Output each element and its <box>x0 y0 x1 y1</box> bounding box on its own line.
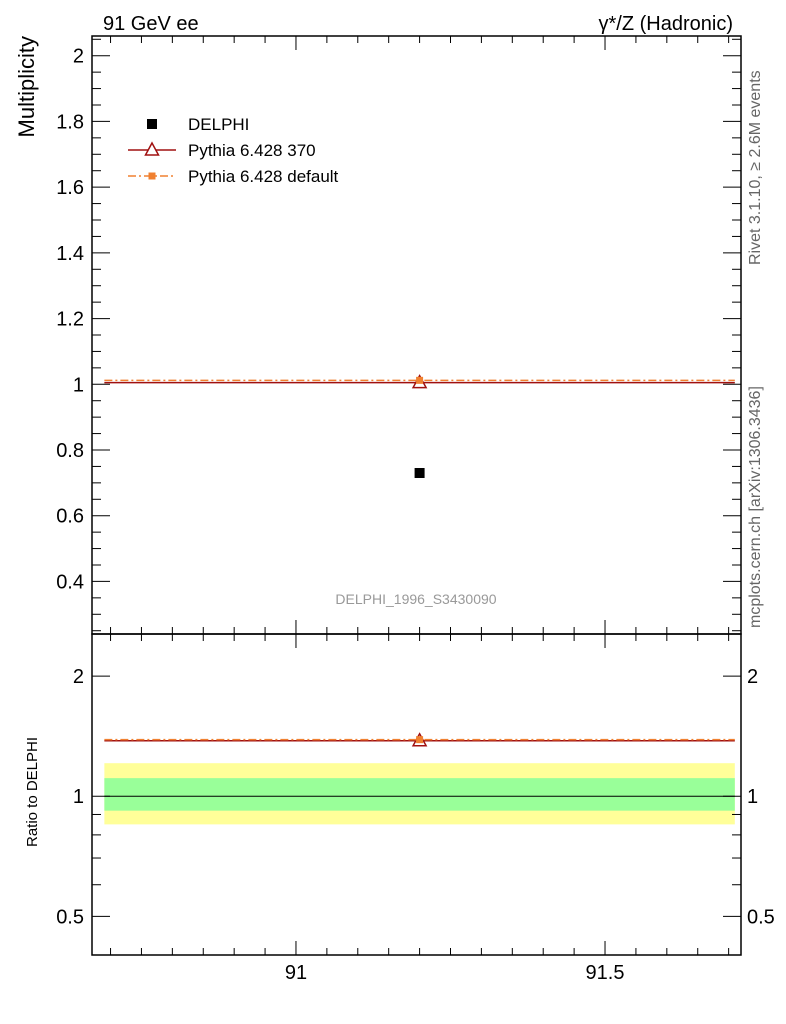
legend-marker-pythia-370 <box>144 141 160 156</box>
ratio-ylabel: Ratio to DELPHI <box>24 737 41 847</box>
ratio-ytick-label-right: 1 <box>747 786 758 808</box>
ratio-pythia-default-marker <box>416 736 424 744</box>
ratio-series-marks <box>104 732 735 747</box>
legend: DELPHI Pythia 6.428 370 Pythia 6.428 defau… <box>128 115 339 186</box>
pythia-default-marker <box>416 376 424 384</box>
analysis-watermark: DELPHI_1996_S3430090 <box>335 591 496 607</box>
main-ytick-label: 2 <box>73 46 84 68</box>
ratio-ytick-label-right: 2 <box>747 666 758 688</box>
main-series-marks <box>104 374 735 478</box>
ratio-uncertainty-bands <box>104 763 735 825</box>
legend-marker-delphi <box>147 119 157 129</box>
legend-label: Pythia 6.428 default <box>188 167 339 186</box>
ratio-ytick-label-left: 2 <box>73 666 84 688</box>
mcplots-reference-label: mcplots.cern.ch [arXiv:1306.3436] <box>747 386 764 628</box>
main-ytick-label: 0.8 <box>56 440 84 462</box>
ratio-band-stat-uncertainty <box>104 778 735 811</box>
main-ytick-label: 1.2 <box>56 309 84 331</box>
main-axis-ticks: 0.4 0.6 0.8 1 1.2 1.4 1.6 1.8 2 <box>56 36 741 634</box>
legend-label: Pythia 6.428 370 <box>188 141 316 160</box>
legend-marker-pythia-default <box>148 172 156 180</box>
ratio-ytick-label-left: 0.5 <box>56 906 84 928</box>
ratio-ytick-label-right: 0.5 <box>747 906 775 928</box>
xtick-label: 91.5 <box>586 962 625 984</box>
header-left: 91 GeV ee <box>103 13 199 35</box>
main-ytick-label: 1 <box>73 374 84 396</box>
main-ytick-label: 1.6 <box>56 177 84 199</box>
rivet-version-label: Rivet 3.1.10, ≥ 2.6M events <box>747 70 764 265</box>
main-ytick-label: 0.6 <box>56 506 84 528</box>
ratio-plot-frame <box>91 633 742 956</box>
xtick-label: 91 <box>285 962 307 984</box>
main-ytick-label: 0.4 <box>56 571 84 593</box>
header-right: γ*/Z (Hadronic) <box>599 13 733 35</box>
main-ytick-label: 1.4 <box>56 243 84 265</box>
main-ytick-label: 1.8 <box>56 111 84 133</box>
ratio-ytick-label-left: 1 <box>73 786 84 808</box>
ratio-axis-ticks: 0.5 0.5 1 1 2 2 91 91.5 <box>56 634 775 984</box>
delphi-data-point <box>414 468 425 478</box>
legend-label: DELPHI <box>188 115 249 134</box>
main-ylabel: Multiplicity <box>14 36 39 137</box>
